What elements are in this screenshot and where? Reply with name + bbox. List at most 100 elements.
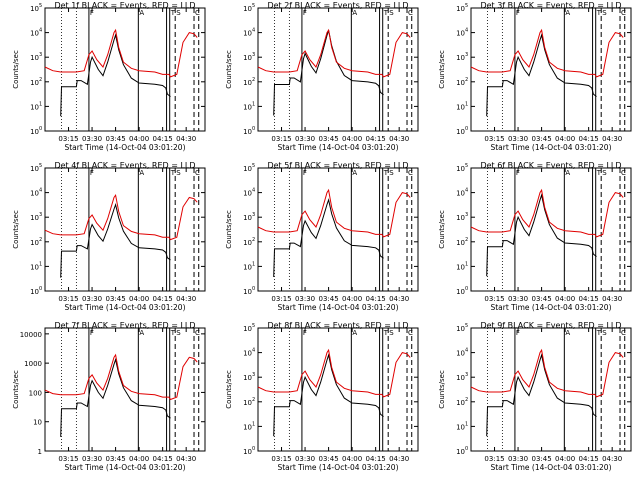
y-tick-label: 10 [243,128,252,136]
y-tick-label: 10 [30,5,39,13]
panel-title: Det 2f BLACK = Events, RED = LLD [267,1,408,10]
plot-frame [470,327,632,452]
panel-title: Det 6f BLACK = Events, RED = LLD [480,161,621,170]
y-tick-exponent: 0 [39,286,42,292]
x-tick-label: 03:15 [484,295,504,303]
x-tick-label: 03:45 [318,455,338,463]
panel-title: Det 9f BLACK = Events, RED = LLD [480,321,621,330]
x-tick-label: 03:30 [508,455,528,463]
x-tick-label: 03:15 [58,455,78,463]
marker-label: S [602,169,607,177]
plot-frame [257,7,419,132]
x-tick-label: 03:15 [484,455,504,463]
y-tick-label: 10 [30,103,39,111]
x-tick-label: 04:30 [389,295,409,303]
plot-frame [44,167,206,292]
y-tick-exponent: 4 [252,348,255,354]
plot-frame [470,167,632,292]
y-tick-label: 10 [30,54,39,62]
y-tick-label: 10 [243,448,252,456]
x-tick-label: 04:15 [153,455,173,463]
y-tick-exponent: 5 [252,323,255,329]
y-tick-exponent: 3 [39,212,42,218]
y-tick-label: 10 [456,103,465,111]
y-tick-exponent: 5 [39,163,42,169]
marker-label: T [596,329,602,337]
y-tick-exponent: 3 [465,52,468,58]
y-tick-exponent: 2 [252,397,255,403]
y-tick-label: 10 [243,325,252,333]
y-tick-exponent: 1 [252,261,255,267]
x-tick-label: 03:15 [58,135,78,143]
y-tick-exponent: 0 [465,286,468,292]
x-tick-label: 03:30 [508,295,528,303]
y-tick-exponent: 0 [465,446,468,452]
x-tick-label: 03:30 [508,135,528,143]
marker-label: C [408,329,413,337]
y-tick-label: 10 [456,399,465,407]
y-tick-exponent: 4 [39,28,42,34]
y-tick-label: 10 [30,190,39,198]
x-axis-label: Start Time (14-Oct-04 03:01:20) [277,143,398,152]
marker-label: C [621,169,626,177]
x-axis-label: Start Time (14-Oct-04 03:01:20) [64,463,185,472]
x-axis-label: Start Time (14-Oct-04 03:01:20) [490,463,611,472]
x-tick-label: 04:30 [176,295,196,303]
marker-label: T [170,329,176,337]
marker-label: F [303,169,307,177]
x-tick-label: 03:30 [295,135,315,143]
marker-label: C [621,329,626,337]
y-tick-label: 100 [29,389,42,397]
marker-label: A [352,329,357,337]
events-series-line [60,33,171,117]
y-tick-exponent: 0 [252,446,255,452]
panel-det-7: Det 7f BLACK = Events, RED = LLD 1 10 100 10… [12,321,206,472]
x-tick-label: 04:00 [555,455,575,463]
y-tick-label: 10 [456,263,465,271]
y-tick-exponent: 0 [465,126,468,132]
x-tick-label: 03:30 [82,295,102,303]
marker-label: C [408,169,413,177]
marker-label: F [516,329,520,337]
y-tick-exponent: 1 [465,421,468,427]
plot-frame [44,7,206,132]
y-axis-label: Counts/sec [225,370,233,409]
y-tick-label: 10 [30,79,39,87]
marker-label: F [303,9,307,17]
x-tick-label: 03:30 [82,135,102,143]
marker-label: F [516,9,520,17]
x-axis-label: Start Time (14-Oct-04 03:01:20) [64,143,185,152]
y-tick-label: 10 [30,165,39,173]
y-tick-exponent: 2 [252,77,255,83]
marker-label: C [195,9,200,17]
y-tick-exponent: 2 [39,77,42,83]
y-axis-label: Counts/sec [225,210,233,249]
events-series-line [486,193,597,277]
marker-label: F [516,169,520,177]
plot-frame [470,7,632,132]
y-tick-label: 10 [456,374,465,382]
y-tick-label: 10 [243,190,252,198]
y-tick-label: 10 [456,190,465,198]
panel-title: Det 3f BLACK = Events, RED = LLD [480,1,621,10]
marker-label: A [565,169,570,177]
lld-series-line [470,348,624,398]
x-tick-label: 04:15 [579,135,599,143]
y-tick-label: 10000 [20,331,42,339]
x-tick-label: 04:30 [389,135,409,143]
y-axis-label: Counts/sec [438,370,446,409]
y-tick-label: 10 [243,350,252,358]
x-tick-label: 04:00 [342,295,362,303]
x-tick-label: 03:45 [531,455,551,463]
y-tick-exponent: 2 [465,397,468,403]
x-tick-label: 03:45 [105,455,125,463]
y-axis-label: Counts/sec [12,370,20,409]
x-tick-label: 04:30 [602,135,622,143]
y-tick-label: 10 [30,239,39,247]
y-tick-exponent: 3 [465,212,468,218]
x-tick-label: 04:00 [129,455,149,463]
